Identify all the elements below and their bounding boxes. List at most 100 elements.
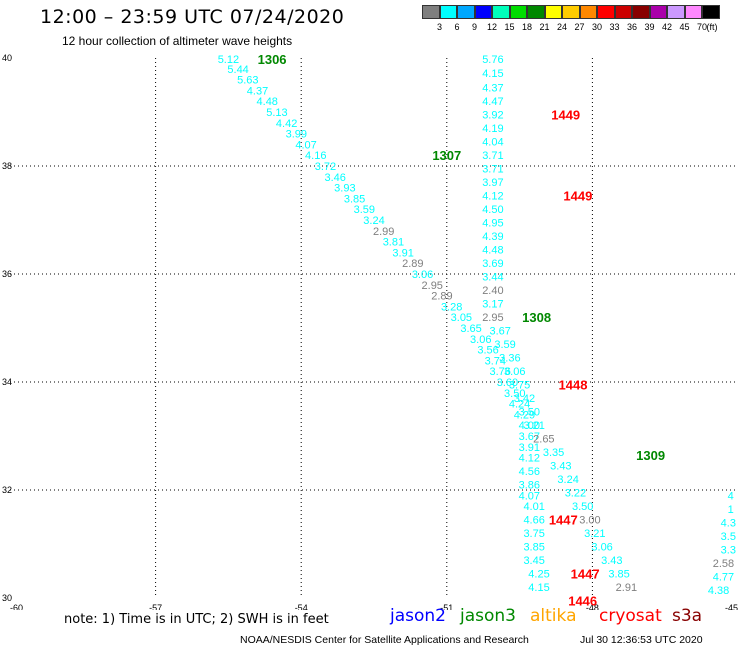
swh-value: 5.63 [237,75,258,87]
pass-number-label: 1446 [568,594,597,609]
color-swatch [422,5,440,19]
lon-tick-label: -48 [586,603,599,610]
swh-value: 4.15 [482,68,503,80]
swh-value: 3.67 [489,326,510,338]
swh-value: 3.50 [519,407,540,419]
swh-value: 3.97 [482,177,503,189]
swh-value: 3.59 [494,339,515,351]
swh-value: 3.76 [489,366,510,378]
swh-value: 4.50 [482,204,503,216]
color-scale-bar [422,5,720,19]
legend-jason2: jason2 [390,606,446,626]
lon-tick-label: -54 [295,603,308,610]
swh-value: 4.38 [708,585,729,597]
swh-value: 3.35 [543,447,564,459]
swh-value: 4.42 [276,118,297,130]
swh-value: 3.17 [482,299,503,311]
color-scale-label: 15 [504,22,515,32]
pass-number-label: 1447 [549,513,578,528]
swh-value: 2.95 [482,312,503,324]
color-swatch [597,5,615,19]
swh-value: 3.50 [504,388,525,400]
color-scale-label: 21 [539,22,550,32]
swh-value: 3.06 [591,542,612,554]
color-scale-label: 9 [471,22,478,32]
swh-value: 3.3 [721,544,736,556]
lat-tick-label: 34 [2,377,12,387]
pass-number-label: 1449 [563,189,592,204]
color-scale-label: 27 [574,22,585,32]
swh-value: 4.04 [482,137,503,149]
swh-value: 3.92 [482,110,503,122]
swh-value: 4.47 [482,96,503,108]
swh-value: 3.06 [504,366,525,378]
swh-value: 3.45 [523,555,544,567]
swh-value: 3.85 [344,193,365,205]
swh-value: 2.99 [373,226,394,238]
color-scale-label: 6 [454,22,460,32]
swh-value: 3.67 [519,431,540,443]
swh-value: 5.13 [266,107,287,119]
color-swatch [492,5,510,19]
color-scale-label: 30 [591,22,603,32]
swh-value: 2.95 [422,280,443,292]
swh-value: 4.24 [509,399,530,411]
swh-value: 3.91 [519,442,540,454]
pass-number-label: 1307 [432,148,461,163]
swh-value: 3.21 [584,528,605,540]
swh-value: 4.01 [523,501,544,513]
swh-value: 5.44 [227,64,248,76]
swh-value: 3.06 [470,334,491,346]
color-swatch [527,5,545,19]
lat-tick-label: 40 [2,53,12,63]
swh-value: 3.00 [579,515,600,527]
swh-value: 4.48 [257,96,278,108]
swh-value: 3.36 [499,353,520,365]
swh-value: 3.93 [334,183,355,195]
color-scale-label: 70 [696,22,708,32]
color-scale-label: 45 [679,22,690,32]
swh-value: 3.85 [523,542,544,554]
swh-value: 3.65 [460,323,481,335]
legend-altika: altika [530,606,577,626]
swh-value: 3.44 [482,272,503,284]
swh-value: 4.19 [482,123,503,135]
swh-value: 3.81 [383,237,404,249]
swh-value: 4.3 [721,517,736,529]
swh-value: 3.06 [412,269,433,281]
swh-value: 4.00 [519,420,540,432]
pass-number-label: 1306 [258,52,287,67]
swh-value: 3.60 [497,377,518,389]
swh-value: 4.39 [482,231,503,243]
color-scale-label: 42 [661,22,673,32]
color-swatch [439,5,457,19]
legend-s3a: s3a [672,606,703,626]
swh-value: 3.72 [315,161,336,173]
pass-number-label: 1309 [636,448,665,463]
swh-value: 3.21 [523,420,544,432]
swh-value: 4.12 [482,191,503,203]
swh-value: 3.5 [721,531,736,543]
swh-value: 4.77 [713,571,734,583]
swh-value: 4.16 [305,150,326,162]
swh-value: 4.25 [528,569,549,581]
swh-value: 2.40 [482,285,503,297]
legend-jason3: jason3 [460,606,516,626]
lat-tick-label: 30 [2,593,12,603]
color-swatch [544,5,562,19]
pass-number-label: 1448 [559,378,588,393]
swh-value: 3.69 [482,258,503,270]
swh-value: 4.66 [523,515,544,527]
swh-value: 3.05 [451,312,472,324]
color-swatch [509,5,527,19]
swh-value: 3.75 [523,528,544,540]
lon-tick-label: -45 [725,603,738,610]
color-scale-label: (ft) [706,22,718,32]
color-scale-label: 39 [644,22,655,32]
color-scale-label: 18 [521,22,533,32]
lat-tick-label: 38 [2,161,12,171]
swh-value: 3.22 [565,488,586,500]
swh-value: 2.89 [431,291,452,303]
credit-line: NOAA/NESDIS Center for Satellite Applica… [240,634,529,646]
swh-value: 3.71 [482,164,503,176]
